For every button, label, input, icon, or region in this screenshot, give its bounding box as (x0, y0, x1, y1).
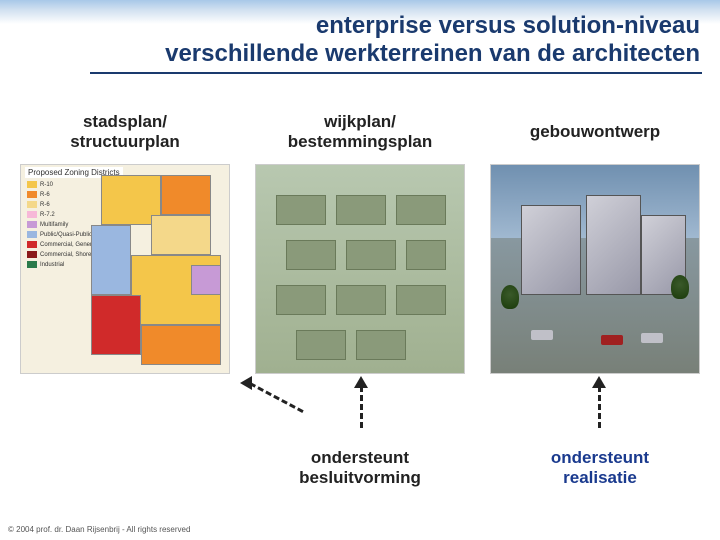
zoning-legend: R-10 R-6 R-6 R-7.2 Multifamily Public/Quasi-P… (27, 181, 101, 268)
legend-swatch (27, 201, 37, 208)
legend-label: Commercial, General (40, 242, 97, 248)
legend-item: Public/Quasi-Public (27, 231, 101, 238)
legend-label: Industrial (40, 262, 64, 268)
title-line-2: verschillende werkterreinen van de archi… (165, 40, 700, 68)
legend-label: Multifamily (40, 222, 68, 228)
legend-item: Commercial, General (27, 241, 101, 248)
legend-swatch (27, 261, 37, 268)
legend-label: Public/Quasi-Public (40, 232, 92, 238)
column-label: wijkplan/bestemmingsplan (288, 110, 433, 154)
legend-item: Industrial (27, 261, 101, 268)
legend-swatch (27, 251, 37, 258)
copyright-text: © 2004 prof. dr. Daan Rijsenbrij - All r… (8, 525, 190, 534)
legend-label: R-7.2 (40, 212, 55, 218)
legend-swatch (27, 211, 37, 218)
column-row: stadsplan/structuurplan Proposed Zoning … (20, 110, 700, 374)
support-label-besluitvorming: ondersteuntbesluitvorming (260, 448, 460, 487)
aerial-plan-image (255, 164, 465, 374)
column-label: stadsplan/structuurplan (70, 110, 180, 154)
legend-item: Commercial, Shoreline (27, 251, 101, 258)
column-gebouw: gebouwontwerp (490, 110, 700, 374)
legend-item: R-7.2 (27, 211, 101, 218)
legend-item: R-6 (27, 191, 101, 198)
legend-swatch (27, 181, 37, 188)
support-label-realisatie: ondersteuntrealisatie (500, 448, 700, 487)
legend-swatch (27, 191, 37, 198)
column-stadsplan: stadsplan/structuurplan Proposed Zoning … (20, 110, 230, 374)
zoning-map-image: Proposed Zoning Districts R-10R-6R-6R-7.… (20, 164, 230, 374)
legend-item: Multifamily (27, 221, 101, 228)
legend-item: R-10 (27, 181, 101, 188)
legend-swatch (27, 231, 37, 238)
legend-swatch (27, 221, 37, 228)
zoning-map-area (91, 175, 225, 369)
column-wijkplan: wijkplan/bestemmingsplan (255, 110, 465, 374)
title-underline (90, 72, 702, 74)
legend-item: R-6 (27, 201, 101, 208)
arrow-zone (0, 382, 720, 442)
legend-swatch (27, 241, 37, 248)
slide-title: enterprise versus solution-niveau versch… (165, 12, 700, 67)
legend-label: R-6 (40, 192, 50, 198)
arrow-up-icon (598, 386, 601, 428)
legend-label: R-10 (40, 182, 53, 188)
building-render-image (490, 164, 700, 374)
legend-label: R-6 (40, 202, 50, 208)
arrow-up-icon (360, 386, 363, 428)
column-label: gebouwontwerp (530, 110, 660, 154)
title-line-1: enterprise versus solution-niveau (165, 12, 700, 40)
